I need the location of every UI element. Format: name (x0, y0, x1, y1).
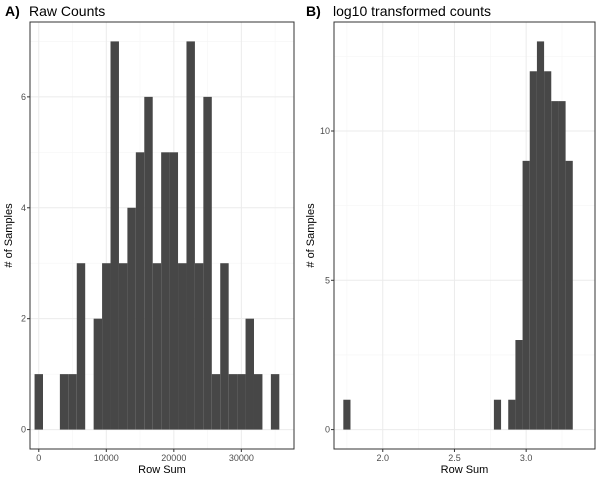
a-x-tick-label: 0 (36, 453, 41, 463)
a-histogram-bar (228, 374, 238, 430)
a-histogram-bar (68, 374, 77, 430)
a-x-axis-title: Row Sum (138, 464, 186, 476)
b-y-tick-label: 10 (320, 126, 330, 136)
b-histogram-bar (343, 399, 351, 430)
a-histogram-bar (186, 41, 195, 430)
a-x-tick-label: 30000 (229, 453, 254, 463)
a-histogram-bar (110, 41, 119, 430)
a-y-tick-label: 6 (21, 92, 26, 102)
panel-a-letter: A) (5, 3, 20, 19)
a-histogram-bar (118, 263, 128, 430)
a-x-tick-label: 20000 (161, 453, 186, 463)
a-histogram-bar (203, 96, 212, 430)
a-x-tick-label: 10000 (94, 453, 119, 463)
a-histogram-bar (93, 318, 103, 430)
panel-a-title: Raw Counts (29, 3, 106, 19)
b-x-tick-label: 2.0 (377, 453, 390, 463)
b-histogram-bar (508, 399, 516, 430)
b-histogram-bar (529, 71, 537, 430)
b-histogram-bar (515, 340, 523, 430)
a-y-axis-title: # of Samples (3, 203, 15, 268)
a-histogram-bar (270, 374, 280, 430)
b-y-axis-title: # of Samples (305, 203, 317, 268)
b-x-tick-label: 3.0 (520, 453, 533, 463)
a-histogram-bar (127, 207, 136, 430)
a-y-tick-label: 0 (21, 425, 26, 435)
a-histogram-bar (178, 263, 187, 430)
b-histogram-bar (551, 101, 559, 430)
b-histogram-bar (522, 160, 530, 430)
a-histogram-bar (194, 263, 204, 430)
a-histogram-bar (211, 374, 221, 430)
a-histogram-bar (253, 374, 263, 430)
a-panel-border (29, 21, 295, 450)
a-y-tick-label: 2 (21, 314, 26, 324)
panel-b-letter: B) (306, 3, 321, 19)
b-x-axis-title: Row Sum (441, 464, 489, 476)
a-histogram-bar (144, 96, 153, 430)
b-histogram-bar (565, 160, 573, 430)
a-histogram-bar (34, 374, 43, 430)
a-histogram-bar (220, 263, 229, 430)
b-histogram-bar (493, 399, 502, 430)
b-panel-border (333, 21, 596, 450)
b-histogram-bar (558, 101, 566, 430)
b-histogram-bar (544, 71, 552, 430)
a-y-tick-label: 4 (21, 203, 26, 213)
b-y-tick-label: 0 (325, 425, 330, 435)
panel-b-title: log10 transformed counts (333, 3, 491, 19)
a-histogram-bar (76, 263, 86, 430)
a-histogram-bar (135, 152, 145, 430)
b-histogram-bar (536, 41, 545, 430)
b-x-tick-label: 2.5 (448, 453, 461, 463)
a-histogram-bar (59, 374, 69, 430)
b-y-tick-label: 5 (325, 275, 330, 285)
a-histogram-bar (245, 318, 254, 430)
a-histogram-bar (102, 263, 111, 430)
a-histogram-bar (152, 263, 162, 430)
a-histogram-bar (169, 152, 179, 430)
a-histogram-bar (161, 152, 170, 430)
a-histogram-bar (237, 374, 246, 430)
